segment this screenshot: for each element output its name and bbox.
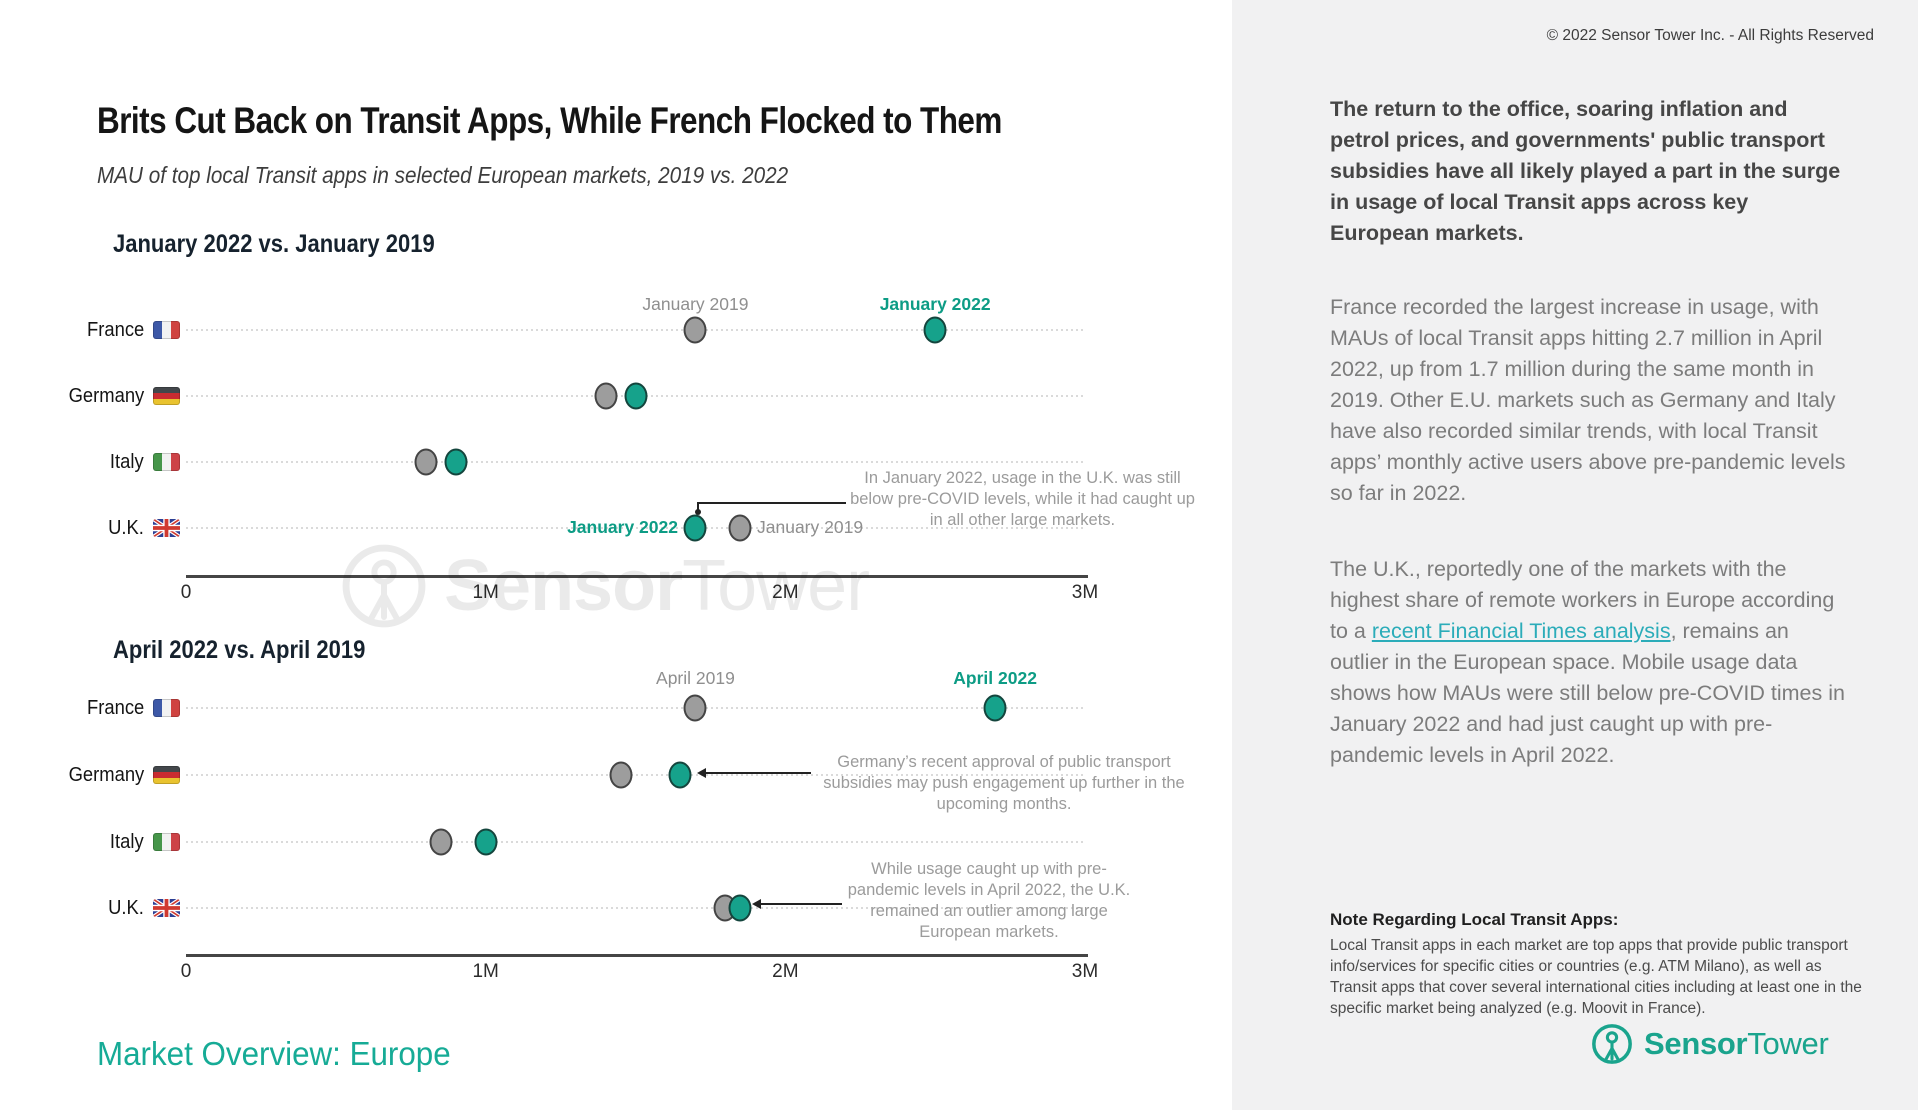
dot-uk-january2022 [683, 514, 707, 542]
flag-germany-icon [153, 387, 180, 405]
row-label-france: France [8, 317, 180, 343]
row-label-uk: U.K. [8, 515, 180, 541]
note-block: Note Regarding Local Transit Apps: Local… [1330, 910, 1870, 1019]
legend-january2019: January 2019 [642, 294, 749, 314]
row-label-uk: U.K. [8, 895, 180, 921]
sensortower-ring-icon [1592, 1024, 1632, 1064]
arrow-april-germany-line [701, 772, 811, 774]
row-track-france [186, 329, 1085, 331]
row-track-italy [186, 461, 1085, 463]
connector-january-uk-endpoint [695, 509, 701, 515]
flag-italy-icon [153, 453, 180, 471]
row-label-text-italy: Italy [110, 450, 144, 473]
dot-italy-april2022 [474, 828, 498, 856]
page-title: Brits Cut Back on Transit Apps, While Fr… [97, 100, 1002, 141]
dot-germany-april2019 [609, 761, 633, 789]
row-label-text-france: France [86, 318, 144, 341]
row-label-text-france: France [86, 696, 144, 719]
paragraph-uk-before-link: The U.K., reportedly one of the markets … [1330, 557, 1835, 643]
paragraph-uk-after-link: , remains an outlier in the European spa… [1330, 619, 1845, 767]
lead-paragraph: The return to the office, soaring inflat… [1330, 97, 1841, 245]
annotation-april-uk: While usage caught up with pre-pandemic … [847, 860, 1131, 941]
flag-uk-icon [153, 899, 180, 917]
row-label-text-uk: U.K. [108, 516, 144, 539]
note-body: Local Transit apps in each market are to… [1330, 937, 1862, 1017]
flag-france-icon [153, 321, 180, 339]
dot-france-april2022 [983, 694, 1007, 722]
row-label-text-italy: Italy [110, 830, 144, 853]
row-label-text-germany: Germany [68, 763, 144, 786]
x-tick-1m: 1M [472, 961, 499, 982]
x-tick-0: 0 [180, 961, 192, 982]
x-tick-0: 0 [180, 582, 192, 603]
row-track-italy [186, 841, 1085, 843]
annotation-april-germany: Germany’s recent approval of public tran… [823, 753, 1185, 813]
row-track-france [186, 707, 1085, 709]
sensortower-ring-icon [342, 544, 426, 628]
note-heading: Note Regarding Local Transit Apps: [1330, 910, 1619, 929]
x-tick-1m: 1M [472, 582, 499, 603]
uk-row-label-january-2022: January 2022 [567, 517, 678, 537]
dot-france-january2019 [683, 316, 707, 344]
footer-tagline: Market Overview: Europe [97, 1035, 451, 1072]
dot-italy-january2022 [444, 448, 468, 476]
dot-germany-april2022 [668, 761, 692, 789]
connector-january-uk-horizontal [698, 502, 846, 504]
paragraph-uk: The U.K., reportedly one of the markets … [1330, 554, 1852, 771]
dot-germany-january2019 [594, 382, 618, 410]
dot-uk-january2019 [728, 514, 752, 542]
annotation-january-uk: In January 2022, usage in the U.K. was s… [850, 469, 1195, 529]
sensortower-wordmark: SensorTower [1644, 1026, 1829, 1061]
x-tick-2m: 2M [772, 582, 799, 603]
arrow-april-uk-line [756, 903, 842, 905]
x-tick-3m: 3M [1071, 582, 1099, 603]
row-track-uk [186, 907, 1085, 909]
uk-row-label-january-2019: January 2019 [757, 517, 864, 537]
x-axis [186, 954, 1088, 957]
copyright-text: © 2022 Sensor Tower Inc. - All Rights Re… [1546, 27, 1874, 44]
row-label-france: France [8, 695, 180, 721]
row-track-uk [186, 527, 1085, 529]
arrow-april-uk-head [747, 899, 761, 909]
x-tick-3m: 3M [1071, 961, 1099, 982]
dot-france-january2022 [923, 316, 947, 344]
sensortower-logo: SensorTower [1590, 1022, 1829, 1066]
financial-times-link[interactable]: recent Financial Times analysis [1371, 619, 1671, 643]
dot-france-april2019 [683, 694, 707, 722]
legend-january2022: January 2022 [879, 294, 991, 314]
dot-uk-april2022 [728, 894, 752, 922]
paragraph-france: France recorded the largest increase in … [1330, 295, 1846, 505]
row-label-text-germany: Germany [68, 384, 144, 407]
chart-april-heading: April 2022 vs. April 2019 [113, 636, 366, 664]
dot-italy-april2019 [429, 828, 453, 856]
flag-germany-icon [153, 766, 180, 784]
chart-january-heading: January 2022 vs. January 2019 [113, 230, 435, 258]
connector-january-uk-vertical [697, 502, 699, 511]
flag-italy-icon [153, 833, 180, 851]
x-tick-2m: 2M [772, 961, 799, 982]
row-label-germany: Germany [8, 762, 180, 788]
page-subtitle: MAU of top local Transit apps in selecte… [97, 162, 789, 188]
row-label-germany: Germany [8, 383, 180, 409]
dot-italy-january2019 [414, 448, 438, 476]
arrow-april-germany-head [692, 768, 706, 778]
legend-april2022: April 2022 [953, 668, 1037, 688]
flag-uk-icon [153, 519, 180, 537]
commentary-panel: © 2022 Sensor Tower Inc. - All Rights Re… [1232, 0, 1918, 1110]
dot-germany-january2022 [624, 382, 647, 410]
row-label-text-uk: U.K. [108, 896, 144, 919]
legend-april2019: April 2019 [656, 668, 735, 688]
flag-france-icon [153, 699, 180, 717]
x-axis [186, 575, 1088, 578]
row-track-germany [186, 774, 1085, 776]
row-label-italy: Italy [8, 449, 180, 475]
row-label-italy: Italy [8, 829, 180, 855]
